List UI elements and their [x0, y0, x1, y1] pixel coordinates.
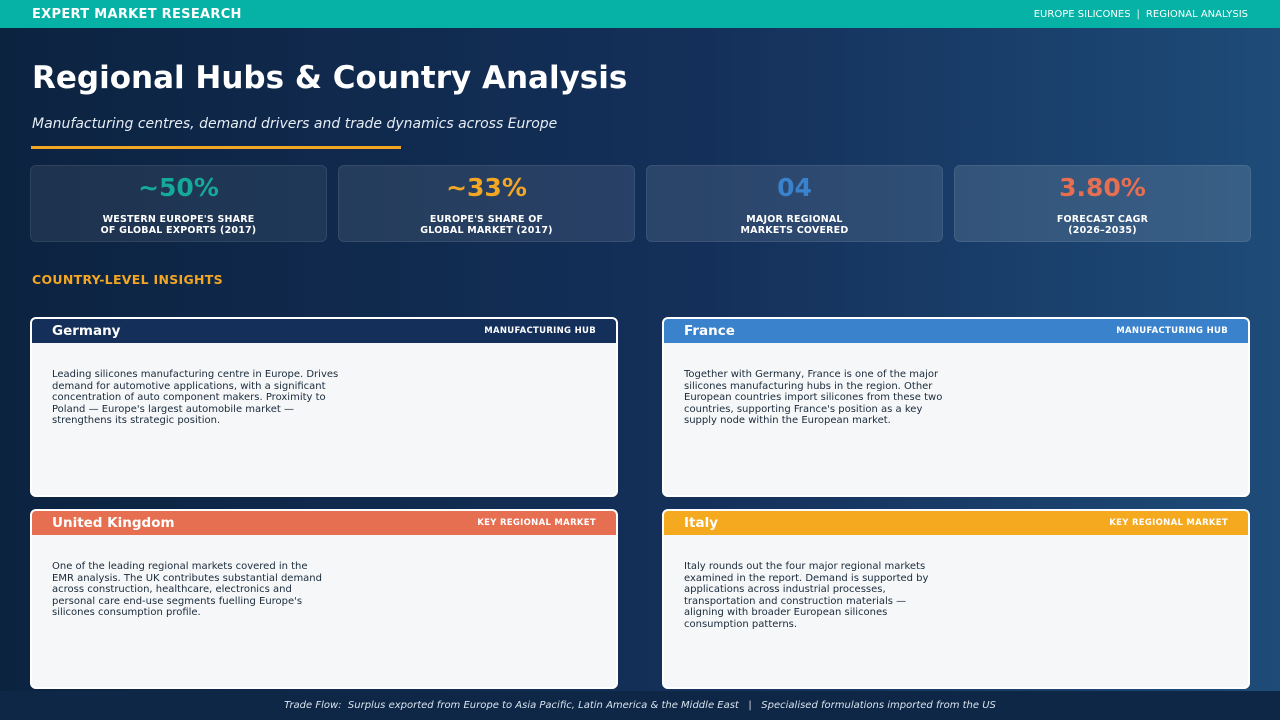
country-card-italy: Italy KEY REGIONAL MARKET Italy rounds o… — [662, 509, 1250, 689]
stat-value: 04 — [777, 173, 812, 202]
country-card-united-kingdom: United Kingdom KEY REGIONAL MARKET One o… — [30, 509, 618, 689]
stat-value: ~50% — [138, 173, 219, 202]
section-heading: COUNTRY-LEVEL INSIGHTS — [32, 272, 223, 287]
card-header: United Kingdom KEY REGIONAL MARKET — [32, 511, 616, 535]
breadcrumb-separator: | — [1136, 8, 1140, 20]
stat-label: FORECAST CAGR (2026–2035) — [1056, 214, 1149, 236]
stat-label: WESTERN EUROPE'S SHARE OF GLOBAL EXPORTS… — [100, 214, 257, 236]
stat-card-exports-share: ~50% WESTERN EUROPE'S SHARE OF GLOBAL EX… — [30, 165, 327, 242]
brand-name: EXPERT MARKET RESEARCH — [32, 6, 242, 22]
stat-value: 3.80% — [1059, 173, 1146, 202]
page-title: Regional Hubs & Country Analysis — [32, 60, 628, 96]
card-country-name: Italy — [684, 515, 719, 531]
stat-card-forecast-cagr: 3.80% FORECAST CAGR (2026–2035) — [954, 165, 1251, 242]
card-header: Italy KEY REGIONAL MARKET — [664, 511, 1248, 535]
stat-card-market-share: ~33% EUROPE'S SHARE OF GLOBAL MARKET (20… — [338, 165, 635, 242]
card-tag-badge: MANUFACTURING HUB — [484, 326, 596, 336]
title-accent-rule — [31, 146, 401, 149]
card-country-name: United Kingdom — [52, 515, 175, 531]
card-body-text: Leading silicones manufacturing centre i… — [52, 369, 339, 426]
stat-card-markets-covered: 04 MAJOR REGIONAL MARKETS COVERED — [646, 165, 943, 242]
stat-label: EUROPE'S SHARE OF GLOBAL MARKET (2017) — [420, 214, 553, 236]
card-country-name: Germany — [52, 323, 121, 339]
card-tag-badge: KEY REGIONAL MARKET — [1109, 518, 1228, 528]
card-body-text: Together with Germany, France is one of … — [684, 369, 943, 426]
card-country-name: France — [684, 323, 735, 339]
card-tag-badge: KEY REGIONAL MARKET — [477, 518, 596, 528]
card-header: Germany MANUFACTURING HUB — [32, 319, 616, 343]
breadcrumb: EUROPE SILICONES | REGIONAL ANALYSIS — [1034, 9, 1248, 20]
top-bar: EXPERT MARKET RESEARCH EUROPE SILICONES … — [0, 0, 1280, 28]
stat-value: ~33% — [446, 173, 527, 202]
stat-label: MAJOR REGIONAL MARKETS COVERED — [740, 214, 849, 236]
page-subtitle: Manufacturing centres, demand drivers an… — [32, 116, 558, 132]
country-card-france: France MANUFACTURING HUB Together with G… — [662, 317, 1250, 497]
country-card-germany: Germany MANUFACTURING HUB Leading silico… — [30, 317, 618, 497]
stats-row: ~50% WESTERN EUROPE'S SHARE OF GLOBAL EX… — [30, 165, 1251, 242]
breadcrumb-item-regional-analysis[interactable]: REGIONAL ANALYSIS — [1145, 8, 1248, 20]
card-header: France MANUFACTURING HUB — [664, 319, 1248, 343]
card-body-text: One of the leading regional markets cove… — [52, 561, 322, 618]
trade-flow-footer: Trade Flow: Surplus exported from Europe… — [0, 691, 1280, 720]
breadcrumb-item-europe-silicones[interactable]: EUROPE SILICONES — [1033, 8, 1131, 20]
card-body-text: Italy rounds out the four major regional… — [684, 561, 929, 630]
card-tag-badge: MANUFACTURING HUB — [1116, 326, 1228, 336]
footer-text: Trade Flow: Surplus exported from Europe… — [284, 700, 996, 711]
